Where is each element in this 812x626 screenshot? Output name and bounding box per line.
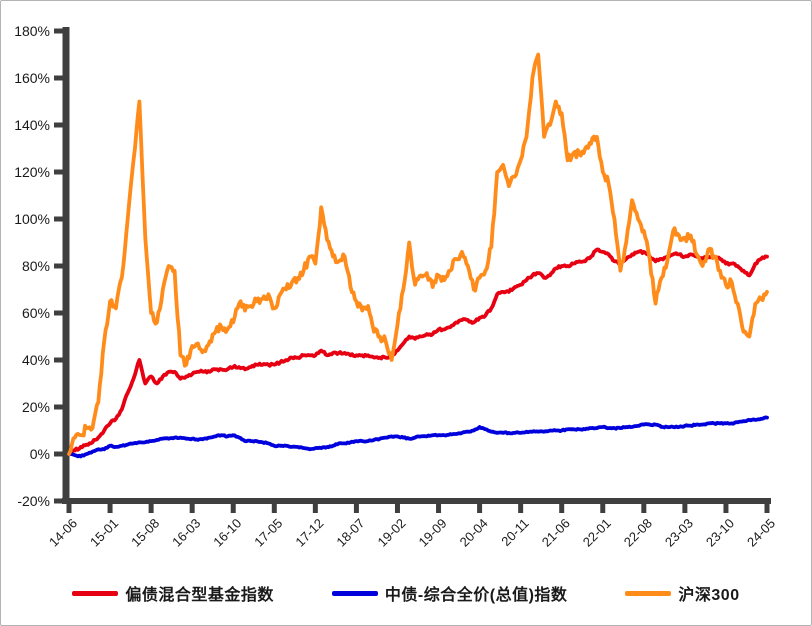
x-tick-label: 14-06 <box>46 516 80 550</box>
series-line-csi300 <box>67 52 769 456</box>
y-tick-label: 140% <box>14 117 50 133</box>
x-tick-label: 17-05 <box>251 516 285 550</box>
x-tick-label: 22-01 <box>580 516 614 550</box>
x-tick-label: 24-05 <box>744 516 778 550</box>
x-tick-label: 16-10 <box>210 516 244 550</box>
legend-item-csi300: 沪深300 <box>625 581 739 605</box>
legend-label-hybrid-fund-index: 偏债混合型基金指数 <box>125 587 274 604</box>
series-line-chinabond-index <box>67 415 769 459</box>
x-tick-label: 15-08 <box>128 516 162 550</box>
y-tick-label: 0% <box>30 446 50 462</box>
legend-label-chinabond-index: 中债-综合全价(总值)指数 <box>384 587 568 604</box>
x-tick-label: 22-08 <box>621 516 655 550</box>
y-tick-label: 180% <box>14 23 50 39</box>
line-chart: 180% 160% 140% 120% 100% 80% 60% 40% 20% 0% -20% 14… <box>14 23 778 550</box>
x-tick-label: 23-03 <box>662 516 696 550</box>
y-tick-label: 120% <box>14 164 50 180</box>
legend-item-chinabond-index: 中债-综合全价(总值)指数 <box>331 581 568 605</box>
y-tick-label: 100% <box>14 211 50 227</box>
x-tick-label: 20-11 <box>498 516 531 549</box>
y-tick-label: 20% <box>22 399 50 415</box>
x-tick-label: 23-10 <box>703 516 737 550</box>
y-tick-label: 40% <box>22 352 50 368</box>
legend-label-csi300: 沪深300 <box>678 587 740 604</box>
y-tick-label: 60% <box>22 305 50 321</box>
x-tick-label: 15-01 <box>87 516 121 550</box>
legend-swatch-orange-line-icon <box>625 590 672 596</box>
x-tick-label: 21-06 <box>539 516 573 550</box>
legend-item-hybrid-fund-index: 偏债混合型基金指数 <box>72 581 274 605</box>
x-tick-label: 18-07 <box>333 516 367 550</box>
legend-swatch-blue-line-icon <box>331 590 378 596</box>
y-tick-label: 80% <box>22 258 50 274</box>
x-tick-label: 16-03 <box>169 516 203 550</box>
y-tick-label: -20% <box>17 493 50 509</box>
legend-swatch-red-line-icon <box>72 590 119 596</box>
x-tick-label: 20-04 <box>457 516 491 550</box>
x-tick-label: 19-09 <box>416 516 450 550</box>
legend: 偏债混合型基金指数 中债-综合全价(总值)指数 沪深300 <box>1 581 811 605</box>
y-tick-label: 160% <box>14 70 50 86</box>
x-tick-label: 17-12 <box>292 516 326 550</box>
x-tick-label: 19-02 <box>374 516 408 550</box>
